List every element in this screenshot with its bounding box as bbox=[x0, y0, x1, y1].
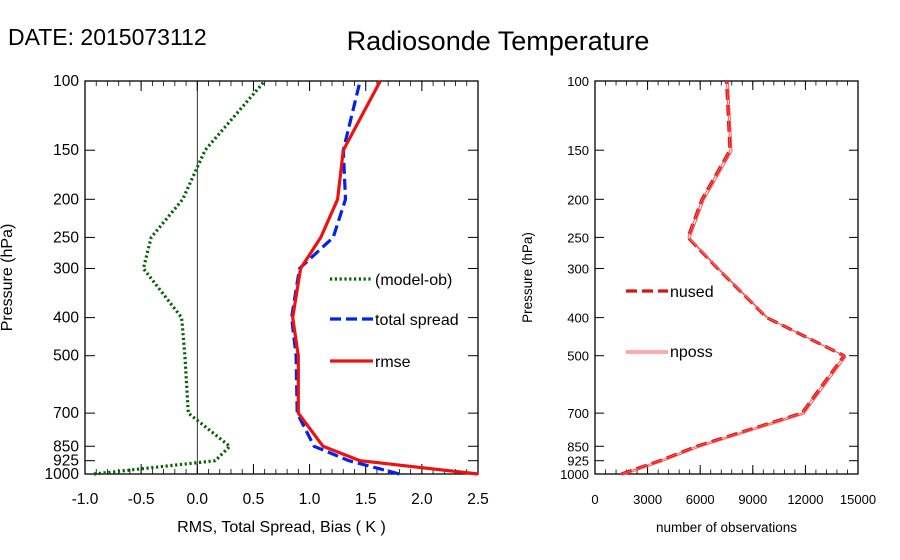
x-axis-label: RMS, Total Spread, Bias ( K ) bbox=[177, 519, 386, 536]
y-tick-label: 1000 bbox=[560, 467, 589, 482]
y-tick-label: 300 bbox=[53, 261, 79, 278]
y-tick-label: 400 bbox=[567, 311, 589, 326]
x-tick-label: -1.0 bbox=[72, 491, 99, 508]
y-tick-label: 100 bbox=[567, 74, 589, 89]
y-tick-label: 700 bbox=[53, 405, 79, 422]
x-axis-label: number of observations bbox=[656, 520, 797, 535]
y-tick-label: 500 bbox=[567, 349, 589, 364]
y-tick-label: 200 bbox=[53, 191, 79, 208]
y-tick-label: 150 bbox=[53, 142, 79, 159]
legend-label: total spread bbox=[375, 312, 459, 329]
series-line-nused bbox=[620, 80, 846, 476]
series-line-nposs-outer bbox=[623, 81, 847, 476]
x-tick-label: 1.0 bbox=[299, 491, 321, 508]
x-tick-label: 15000 bbox=[840, 492, 876, 507]
y-tick-label: 250 bbox=[53, 229, 79, 246]
x-tick-label: 0.5 bbox=[243, 491, 265, 508]
series-line-rmse bbox=[291, 80, 479, 476]
y-tick-label: 100 bbox=[53, 73, 79, 90]
x-tick-label: 9000 bbox=[738, 492, 767, 507]
y-tick-label: 1000 bbox=[45, 466, 80, 483]
x-tick-label: 0.0 bbox=[187, 491, 209, 508]
legend-label: nused bbox=[670, 284, 714, 301]
y-tick-label: 200 bbox=[567, 192, 589, 207]
y-tick-label: 925 bbox=[567, 454, 589, 469]
y-axis-label: Pressure (hPa) bbox=[520, 232, 535, 323]
legend-label: rmse bbox=[375, 354, 411, 371]
x-tick-label: 6000 bbox=[686, 492, 715, 507]
x-tick-label: 0 bbox=[591, 492, 598, 507]
x-tick-label: -0.5 bbox=[128, 491, 155, 508]
date-label: DATE: 2015073112 bbox=[8, 24, 207, 50]
y-tick-label: 700 bbox=[567, 406, 589, 421]
x-tick-label: 12000 bbox=[787, 492, 823, 507]
series-line-nposs bbox=[621, 80, 845, 475]
x-tick-label: 2.0 bbox=[411, 491, 433, 508]
x-tick-label: 3000 bbox=[633, 492, 662, 507]
x-tick-label: 2.5 bbox=[467, 491, 489, 508]
series-line-total spread bbox=[290, 80, 400, 476]
y-tick-label: 850 bbox=[567, 439, 589, 454]
y-tick-label: 400 bbox=[53, 310, 79, 327]
y-tick-label: 300 bbox=[567, 262, 589, 277]
y-tick-label: 925 bbox=[53, 453, 79, 470]
y-tick-label: 850 bbox=[53, 438, 79, 455]
y-axis-label: Pressure (hPa) bbox=[0, 224, 16, 332]
x-tick-label: 1.5 bbox=[355, 491, 377, 508]
y-tick-label: 150 bbox=[567, 143, 589, 158]
y-tick-label: 500 bbox=[53, 348, 79, 365]
y-tick-label: 250 bbox=[567, 230, 589, 245]
series-line-(model-ob) bbox=[93, 79, 266, 476]
legend-label: (model-ob) bbox=[375, 272, 452, 289]
legend-label: nposs bbox=[670, 344, 713, 361]
chart-title: Radiosonde Temperature bbox=[347, 26, 650, 56]
plot-frame bbox=[84, 80, 479, 475]
